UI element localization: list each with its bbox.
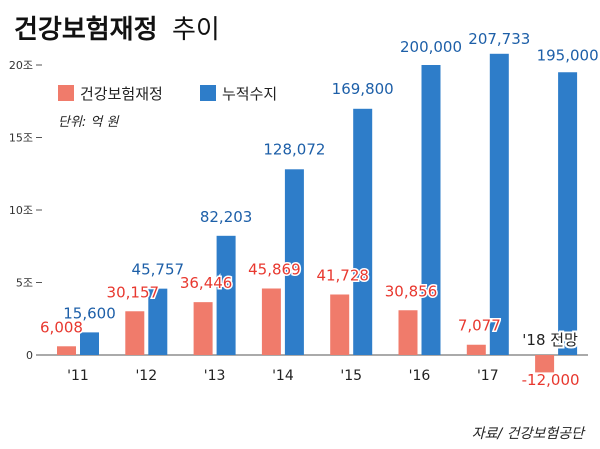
y-tick-label: 20조 bbox=[9, 59, 33, 72]
data-label-cumulative: 207,733 bbox=[468, 30, 530, 48]
legend-swatch-finance bbox=[58, 85, 74, 101]
y-tick-label: 15조 bbox=[9, 132, 33, 145]
data-label-finance: 6,008 bbox=[40, 318, 83, 336]
x-tick-label: '11 bbox=[67, 368, 89, 384]
legend: 건강보험재정 누적수지 단위: 억 원 bbox=[58, 85, 277, 130]
bar-cumulative bbox=[489, 53, 509, 356]
unit-note: 단위: 억 원 bbox=[58, 115, 120, 130]
bar-finance bbox=[330, 294, 350, 355]
bar-finance bbox=[466, 344, 486, 355]
x-tick-label: '16 bbox=[409, 368, 431, 384]
x-tick-label: '13 bbox=[204, 368, 226, 384]
y-tick-label: 0 bbox=[26, 349, 33, 362]
data-label-finance: -12,000 bbox=[522, 371, 580, 389]
annotations: '18 전망 bbox=[520, 329, 580, 351]
bar-finance bbox=[125, 311, 145, 355]
bar-finance bbox=[398, 310, 418, 355]
legend-label-finance: 건강보험재정 bbox=[80, 85, 163, 103]
y-tick-label: 10조 bbox=[9, 204, 33, 217]
bars bbox=[57, 53, 578, 373]
bar-cumulative bbox=[353, 108, 373, 355]
data-label-finance: 30,157 bbox=[107, 283, 160, 301]
x-tick-label: '12 bbox=[135, 368, 157, 384]
bar-cumulative bbox=[558, 72, 578, 355]
bar-cumulative bbox=[284, 169, 304, 355]
data-label-finance: 7,077 bbox=[458, 317, 501, 335]
data-label-finance: 41,728 bbox=[316, 266, 369, 284]
x-tick-label: '17 bbox=[477, 368, 499, 384]
data-label-finance: 30,856 bbox=[385, 282, 438, 300]
source-note: 자료/ 건강보험공단 bbox=[472, 426, 586, 442]
y-tick-label: 5조 bbox=[16, 277, 33, 290]
bar-finance bbox=[193, 302, 213, 355]
bar-finance bbox=[57, 346, 76, 355]
bar-cumulative bbox=[216, 235, 236, 355]
bar-cumulative bbox=[421, 65, 441, 355]
data-label-cumulative: 45,757 bbox=[132, 261, 185, 279]
data-label-finance: 36,446 bbox=[180, 274, 233, 292]
bar-finance bbox=[535, 355, 555, 373]
data-label-finance: 45,869 bbox=[248, 260, 301, 278]
x-tick-label: '14 bbox=[272, 368, 294, 384]
bar-finance bbox=[261, 288, 281, 355]
data-labels: 6,008 30,157 36,446 45,869 41,728 30,856 7,077… bbox=[39, 28, 600, 390]
chart-title: 건강보험재정 bbox=[14, 15, 158, 45]
projection-annotation: '18 전망 bbox=[522, 331, 578, 349]
x-tick-label: '15 bbox=[340, 368, 362, 384]
data-label-cumulative: 128,072 bbox=[263, 140, 325, 158]
y-axis: 0 5조 10조 15조 20조 bbox=[9, 59, 42, 362]
chart-title-suffix: 추이 bbox=[172, 15, 220, 45]
data-label-cumulative: 200,000 bbox=[400, 38, 462, 56]
legend-label-cumulative: 누적수지 bbox=[222, 85, 277, 103]
x-axis: '11 '12 '13 '14 '15 '16 '17 bbox=[67, 368, 498, 384]
data-label-cumulative: 82,203 bbox=[200, 208, 253, 226]
bar-cumulative bbox=[148, 288, 168, 355]
data-label-cumulative: 195,000 bbox=[537, 46, 599, 64]
legend-swatch-cumulative bbox=[200, 85, 216, 101]
data-label-cumulative: 169,800 bbox=[332, 80, 394, 98]
data-label-cumulative: 15,600 bbox=[63, 304, 116, 322]
bar-cumulative bbox=[80, 332, 99, 355]
